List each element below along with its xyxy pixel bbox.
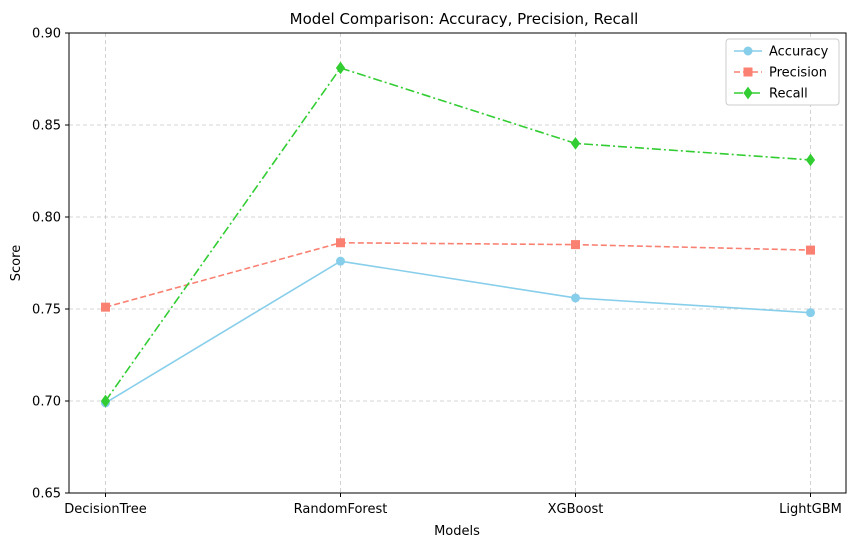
- legend-marker-recall: [743, 86, 753, 100]
- data-point-accuracy: [336, 256, 345, 266]
- data-point-recall: [100, 394, 111, 408]
- legend-label-recall: Recall: [769, 87, 808, 102]
- y-tick-label: 0.90: [32, 27, 61, 42]
- series-line-precision: [105, 241, 811, 308]
- legend-box: [725, 38, 840, 106]
- ticks: 0.65 0.70 0.75 0.80 0.85 0.90 DecisionTree Rand…: [32, 27, 842, 518]
- y-axis-label: Score: [9, 245, 24, 281]
- y-tick-label: 0.85: [32, 119, 61, 134]
- data-point-recall: [570, 137, 581, 150]
- legend-label-precision: Precision: [769, 66, 827, 81]
- y-tick-label: 0.70: [32, 395, 61, 410]
- legend-marker-accuracy: [743, 46, 753, 56]
- series-line-recall: [104, 67, 811, 402]
- plot-frame: [68, 32, 847, 494]
- data-point-precision: [806, 245, 815, 255]
- x-tick-label: DecisionTree: [64, 502, 146, 517]
- data-point-precision: [571, 240, 580, 250]
- chart-title: Model Comparison: Accuracy, Precision, R…: [290, 10, 639, 28]
- legend: Accuracy Precision Recall: [725, 38, 840, 106]
- y-tick-label: 0.80: [32, 211, 61, 226]
- legend-marker-precision: [743, 67, 753, 77]
- data-point-precision: [101, 302, 110, 312]
- series-layer: [100, 61, 816, 408]
- data-point-precision: [336, 238, 345, 248]
- series-recall: [100, 61, 816, 408]
- x-tick-label: XGBoost: [548, 502, 604, 517]
- series-line-accuracy: [105, 260, 811, 404]
- x-axis-label: Models: [434, 524, 480, 539]
- data-point-accuracy: [571, 293, 580, 303]
- series-precision: [101, 238, 815, 312]
- y-tick-label: 0.75: [32, 303, 61, 318]
- x-tick-label: LightGBM: [779, 502, 842, 517]
- data-point-accuracy: [806, 308, 815, 318]
- legend-label-accuracy: Accuracy: [769, 45, 829, 60]
- y-tick-label: 0.65: [32, 487, 61, 502]
- x-tick-label: RandomForest: [294, 502, 388, 517]
- data-point-recall: [335, 61, 346, 75]
- data-point-recall: [805, 153, 816, 167]
